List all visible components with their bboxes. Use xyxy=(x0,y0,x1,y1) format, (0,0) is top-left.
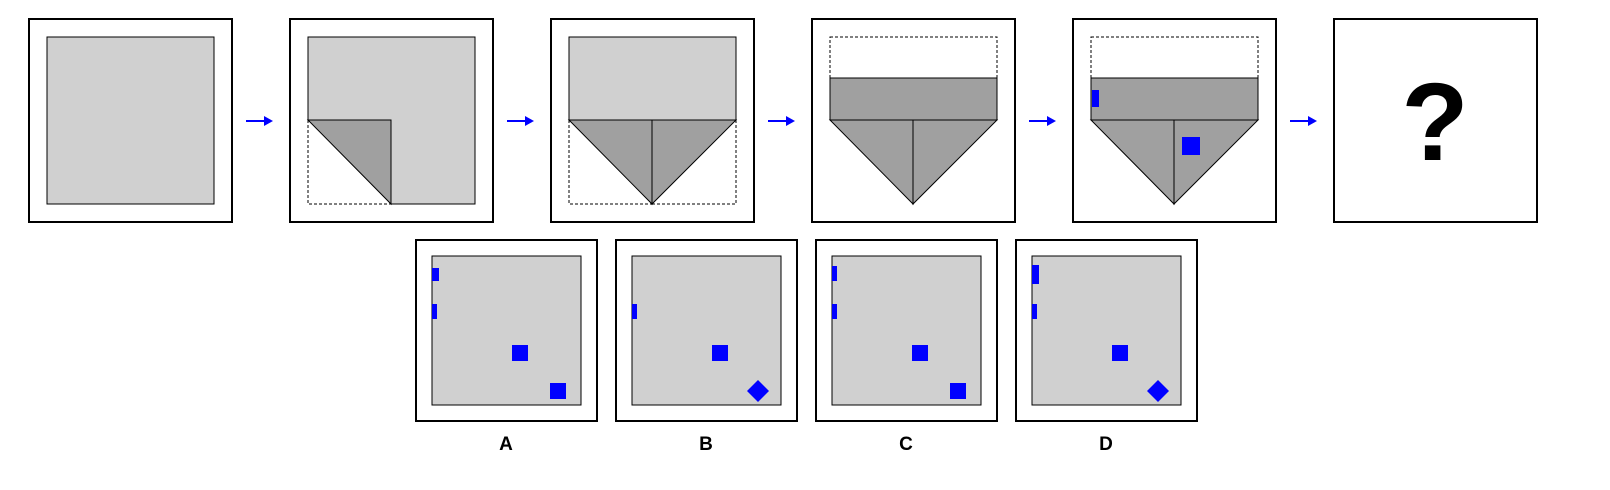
option-b[interactable]: B xyxy=(615,239,798,455)
option-label: B xyxy=(699,434,713,455)
option-label: C xyxy=(899,434,913,455)
hole-square xyxy=(912,345,928,361)
hole-square xyxy=(550,383,566,399)
arrow-5 xyxy=(1290,116,1317,126)
original-outline-left xyxy=(568,120,652,205)
hole-edge-mark xyxy=(832,304,837,319)
question-mark: ? xyxy=(1401,61,1468,184)
folded-flap-right xyxy=(651,119,738,206)
hole-edge-mark xyxy=(1032,304,1037,319)
step-1-panel xyxy=(28,18,233,223)
folded-strip xyxy=(1090,77,1259,121)
option-label: A xyxy=(499,434,513,455)
hole-square xyxy=(1112,345,1128,361)
step-3-panel xyxy=(550,18,755,223)
hole-edge-mark xyxy=(432,304,437,319)
hole-square xyxy=(712,345,728,361)
original-outline xyxy=(307,120,391,205)
hole-edge-mark xyxy=(832,266,837,281)
arrow-1 xyxy=(246,116,273,126)
hole-diamond xyxy=(1147,380,1169,402)
original-outline-right xyxy=(652,120,737,205)
unfolded-paper xyxy=(831,255,982,406)
hole-edge-mark xyxy=(1092,90,1099,107)
unfolded-paper xyxy=(631,255,782,406)
step-5-panel xyxy=(1072,18,1277,223)
option-label: D xyxy=(1099,434,1113,455)
option-c[interactable]: C xyxy=(815,239,998,455)
unfolded-paper xyxy=(1031,255,1182,406)
hole-edge-mark xyxy=(1032,265,1039,284)
folded-strip xyxy=(829,77,998,121)
paper-square xyxy=(46,36,215,205)
arrow-4 xyxy=(1029,116,1056,126)
panel-frame xyxy=(1333,18,1538,223)
hole-square xyxy=(1182,137,1200,155)
unfolded-paper xyxy=(431,255,582,406)
hole-edge-mark xyxy=(432,268,439,281)
hole-square xyxy=(950,383,966,399)
hole-diamond xyxy=(747,380,769,402)
hole-square xyxy=(512,345,528,361)
arrow-2 xyxy=(507,116,534,126)
option-d[interactable]: D xyxy=(1015,239,1198,455)
hole-edge-mark xyxy=(632,304,637,319)
paper-top xyxy=(568,36,737,121)
folded-flap xyxy=(306,119,392,206)
option-a[interactable]: A xyxy=(415,239,598,455)
question-panel: ? xyxy=(1333,18,1538,223)
arrow-3 xyxy=(768,116,795,126)
step-4-panel xyxy=(811,18,1016,223)
step-2-panel xyxy=(289,18,494,223)
folded-flap-right xyxy=(912,119,999,206)
